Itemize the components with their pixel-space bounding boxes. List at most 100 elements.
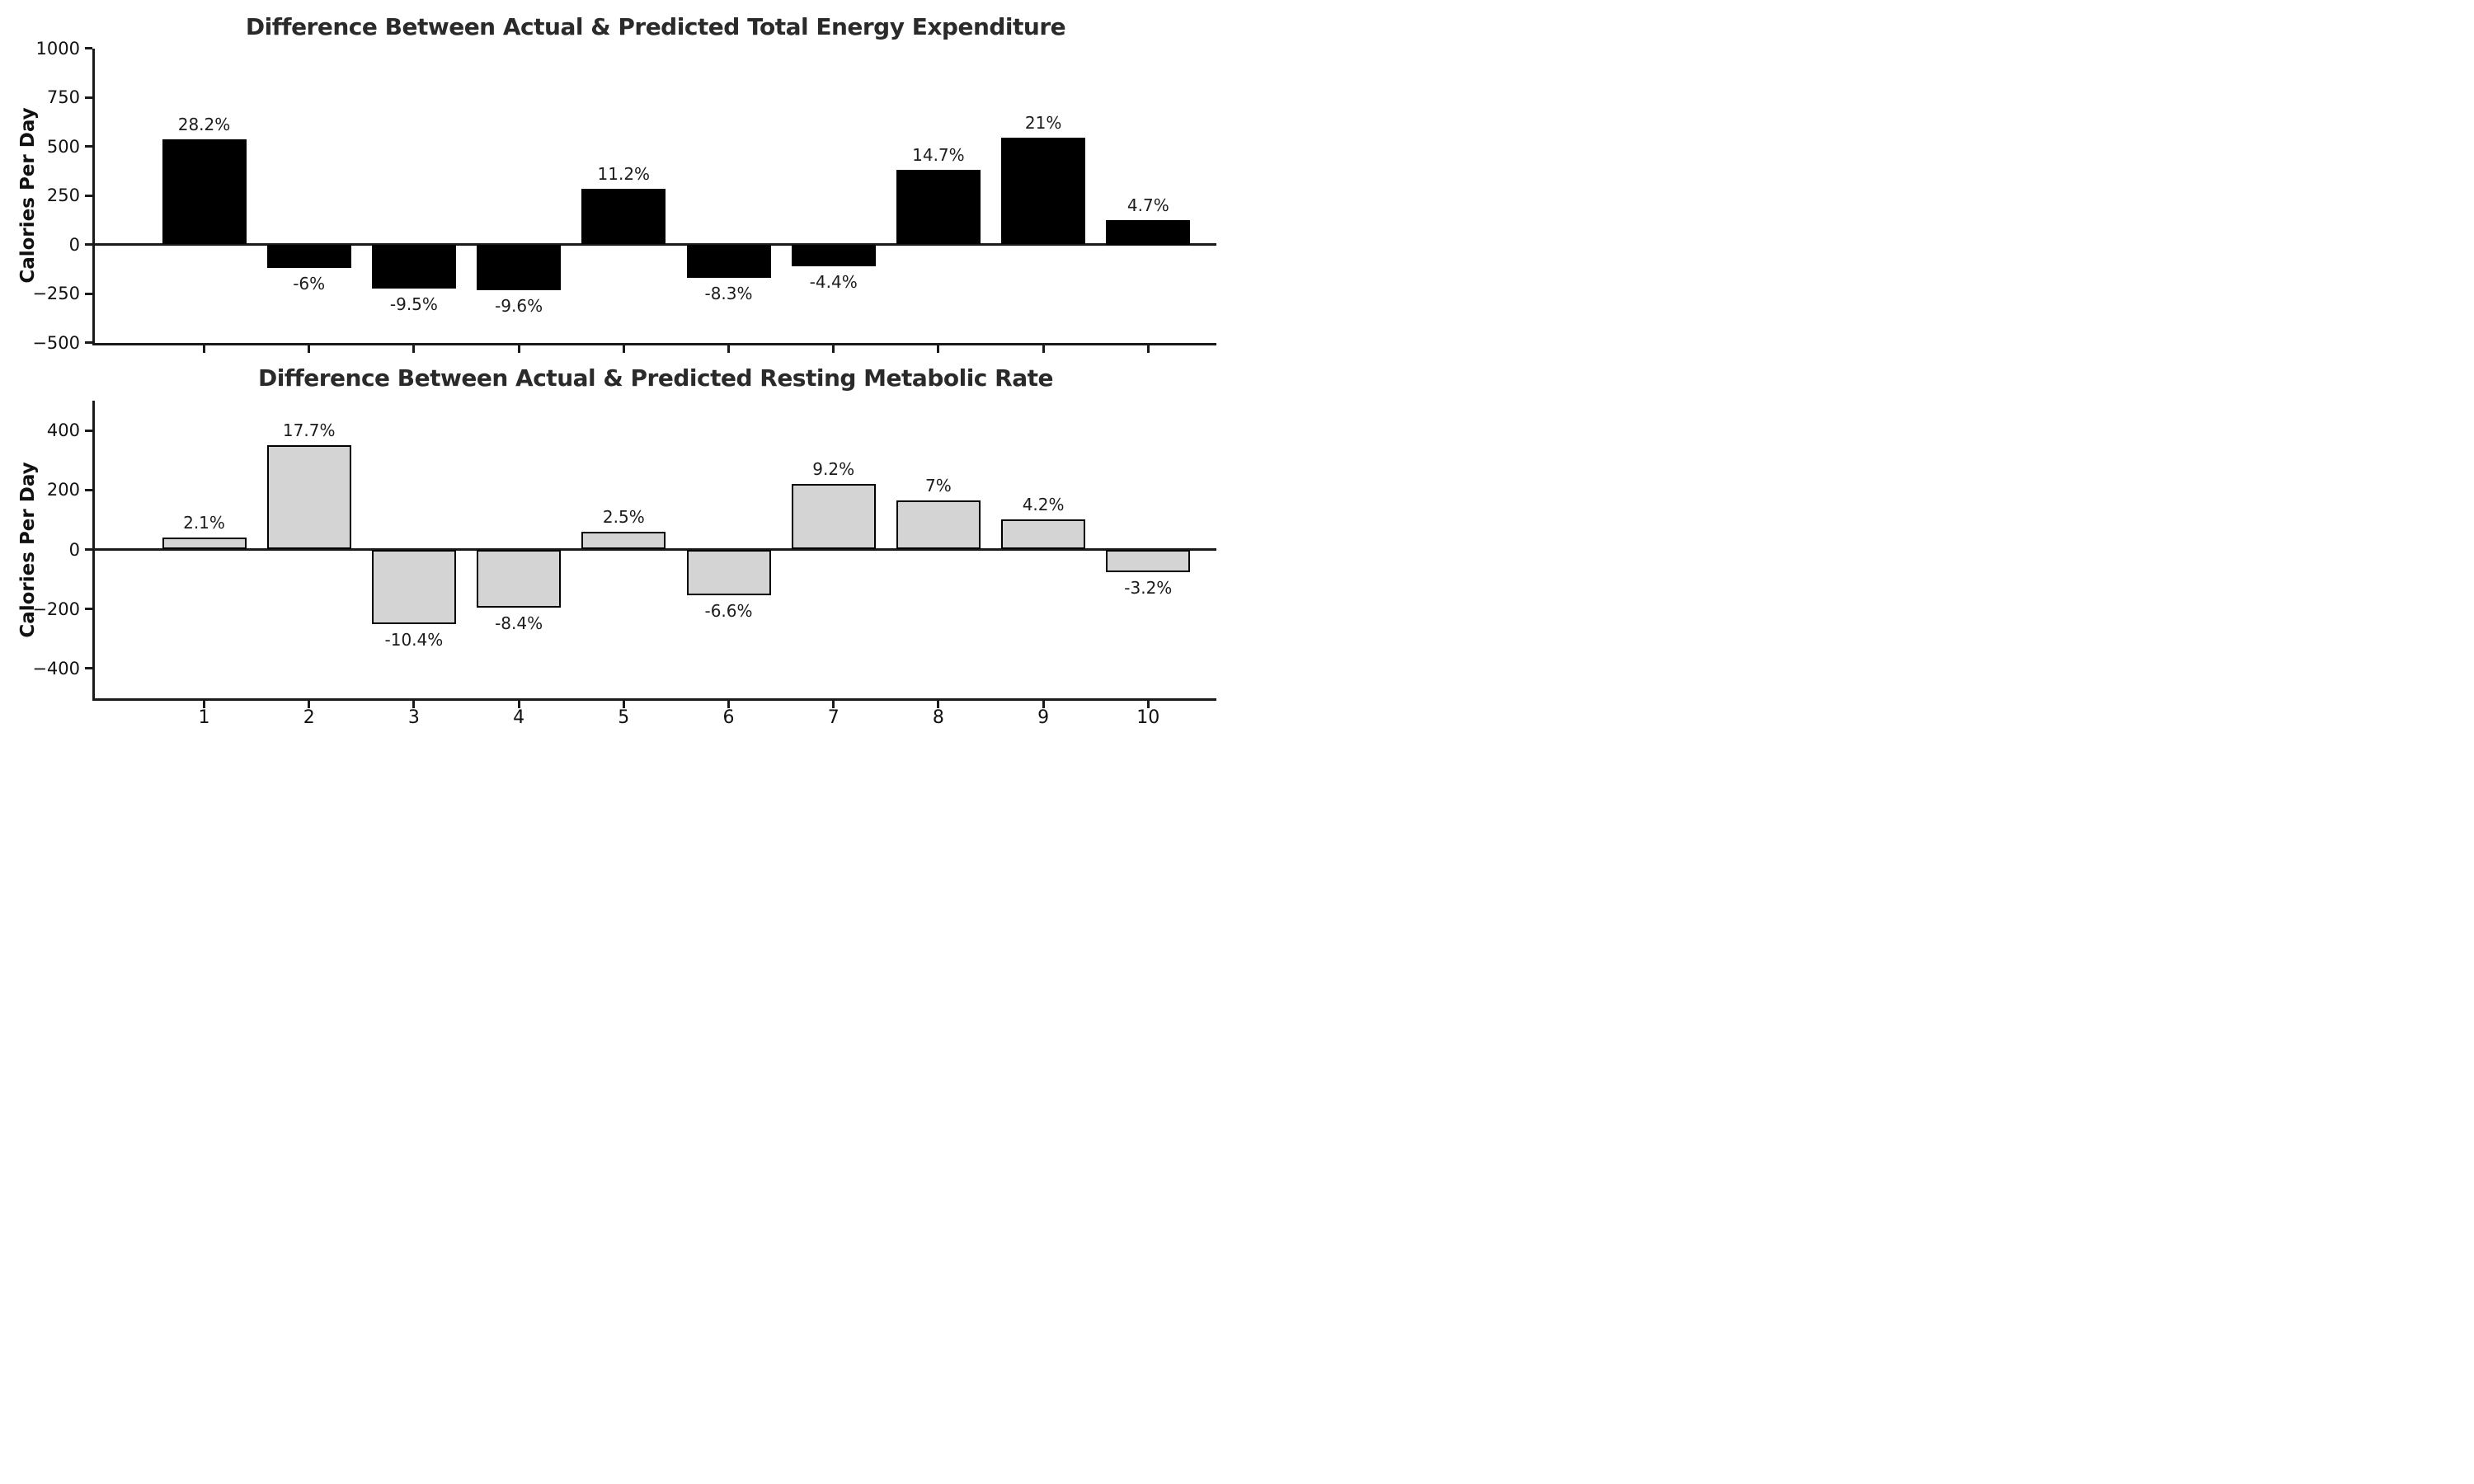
x-tick-mark: [308, 701, 311, 708]
bar-value-label: 11.2%: [597, 163, 651, 184]
zero-baseline: [95, 243, 1216, 246]
bar-value-label: 28.2%: [177, 115, 231, 135]
y-tick-mark: [85, 145, 92, 148]
bar-value-label: 2.1%: [183, 513, 225, 533]
y-tick-mark: [85, 667, 92, 670]
y-tick-mark: [85, 194, 92, 197]
bar: [686, 549, 771, 596]
x-tick-mark: [727, 345, 730, 353]
y-tick-label: −500: [32, 332, 80, 353]
bar-value-label: -8.3%: [704, 283, 753, 303]
x-tick-mark: [832, 701, 835, 708]
y-tick-label: 1000: [35, 38, 80, 59]
plot-title: Difference Between Actual & Predicted Re…: [258, 364, 1053, 392]
y-tick-mark: [85, 243, 92, 246]
y-tick-label: 0: [68, 234, 80, 255]
x-tick-label: 6: [722, 707, 735, 728]
bar: [371, 244, 456, 289]
x-tick-mark: [1146, 701, 1150, 708]
x-axis-spine: [92, 698, 1216, 701]
bar: [162, 538, 247, 550]
y-tick-mark: [85, 96, 92, 99]
y-tick-mark: [85, 292, 92, 295]
bar-value-label: -4.4%: [809, 271, 858, 292]
bar: [371, 549, 456, 624]
x-tick-label: 3: [407, 707, 420, 728]
bar: [266, 445, 351, 550]
y-tick-mark: [85, 488, 92, 491]
bar-value-label: -3.2%: [1124, 577, 1173, 598]
x-tick-mark: [727, 701, 730, 708]
x-tick-mark: [308, 345, 311, 353]
bar-value-label: 17.7%: [282, 420, 336, 441]
bar: [581, 531, 666, 550]
bar-value-label: -10.4%: [384, 629, 444, 650]
subplot-total-energy-expenditure: Difference Between Actual & Predicted To…: [0, 0, 1237, 742]
bar: [686, 244, 771, 278]
bar: [581, 188, 666, 245]
x-tick-mark: [937, 701, 940, 708]
bar: [1106, 549, 1191, 572]
x-tick-label: 8: [932, 707, 944, 728]
bar: [896, 500, 981, 550]
x-tick-label: 4: [513, 707, 525, 728]
bar-value-label: 14.7%: [912, 145, 965, 166]
x-tick-mark: [203, 701, 205, 708]
y-tick-label: 750: [46, 87, 80, 107]
x-tick-mark: [412, 345, 416, 353]
x-tick-mark: [1146, 345, 1150, 353]
y-tick-mark: [85, 429, 92, 432]
subplot-resting-metabolic-rate: Difference Between Actual & Predicted Re…: [0, 0, 1237, 742]
x-tick-mark: [832, 345, 835, 353]
x-tick-mark: [622, 345, 625, 353]
x-tick-mark: [937, 345, 940, 353]
y-tick-mark: [85, 548, 92, 551]
y-tick-label: −250: [32, 284, 80, 303]
x-tick-mark: [412, 701, 416, 708]
bar-value-label: -9.6%: [495, 296, 543, 317]
x-tick-label: 5: [618, 707, 630, 728]
y-tick-mark: [85, 341, 92, 344]
bar: [477, 549, 562, 608]
x-tick-mark: [203, 345, 205, 353]
y-tick-label: 250: [46, 186, 80, 205]
x-tick-label: 2: [303, 707, 315, 728]
bar: [896, 170, 981, 245]
x-tick-mark: [1042, 345, 1045, 353]
y-tick-label: −400: [32, 658, 80, 679]
x-tick-label: 10: [1136, 707, 1160, 728]
y-tick-label: −200: [32, 599, 80, 619]
bar: [1106, 219, 1191, 245]
y-tick-label: 200: [46, 480, 80, 500]
plot-title: Difference Between Actual & Predicted To…: [245, 13, 1066, 40]
bar: [1001, 519, 1086, 550]
bar-value-label: 21%: [1024, 112, 1062, 133]
bar: [1001, 137, 1086, 245]
y-axis-spine: [92, 48, 95, 345]
x-axis-spine: [92, 342, 1216, 345]
y-tick-label: 400: [46, 420, 80, 441]
zero-baseline: [95, 548, 1216, 551]
x-tick-mark: [622, 701, 625, 708]
bar: [266, 244, 351, 269]
figure: Difference Between Actual & Predicted To…: [0, 0, 1237, 742]
bar-value-label: -6%: [293, 274, 326, 294]
x-tick-mark: [517, 345, 520, 353]
x-tick-label: 9: [1037, 707, 1050, 728]
bar: [477, 244, 562, 291]
y-axis-spine: [92, 401, 95, 701]
bar-value-label: 9.2%: [812, 459, 855, 480]
y-tick-label: 0: [68, 539, 80, 560]
x-tick-label: 7: [827, 707, 840, 728]
x-tick-label: 1: [198, 707, 210, 728]
bar: [791, 244, 876, 266]
bar-value-label: -8.4%: [495, 613, 543, 633]
bar: [791, 484, 876, 550]
x-tick-mark: [517, 701, 520, 708]
y-tick-mark: [85, 608, 92, 611]
bar-value-label: 4.2%: [1022, 495, 1065, 515]
bar-value-label: 7%: [925, 475, 952, 495]
bar-value-label: 4.7%: [1126, 195, 1169, 215]
y-tick-label: 500: [46, 136, 80, 157]
x-tick-mark: [1042, 701, 1045, 708]
